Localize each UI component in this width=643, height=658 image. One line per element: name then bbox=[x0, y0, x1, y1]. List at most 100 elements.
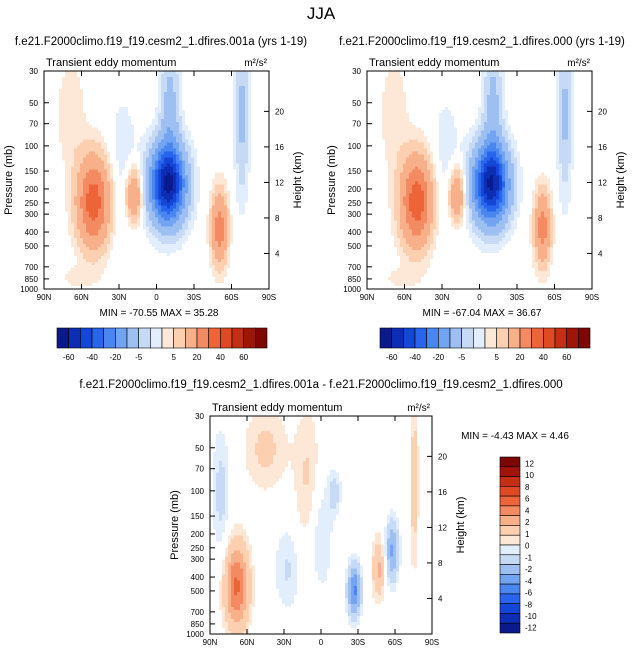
contour-cell bbox=[236, 181, 239, 184]
contour-cell bbox=[53, 113, 56, 116]
contour-cell bbox=[98, 187, 101, 190]
contour-cell bbox=[224, 122, 227, 125]
contour-cell bbox=[146, 268, 149, 271]
contour-cell bbox=[59, 256, 62, 259]
contour-cell bbox=[167, 89, 170, 92]
contour-cell bbox=[170, 253, 173, 256]
contour-cell bbox=[137, 211, 140, 214]
contour-cell bbox=[173, 265, 176, 268]
contour-cell bbox=[161, 280, 164, 283]
contour-cell bbox=[110, 232, 113, 235]
contour-cell bbox=[161, 167, 164, 170]
contour-cell bbox=[77, 199, 80, 202]
contour-cell bbox=[245, 217, 248, 220]
contour-cell bbox=[62, 122, 65, 125]
contour-cell bbox=[170, 274, 173, 277]
contour-cell bbox=[143, 256, 146, 259]
contour-cell bbox=[74, 196, 77, 199]
contour-cell bbox=[125, 77, 128, 80]
contour-cell bbox=[68, 229, 71, 232]
contour-cell bbox=[200, 77, 203, 80]
contour-cell bbox=[131, 92, 134, 95]
contour-cell bbox=[143, 187, 146, 190]
contour-cell bbox=[107, 205, 110, 208]
contour-cell bbox=[242, 89, 245, 92]
contour-cell bbox=[161, 89, 164, 92]
contour-cell bbox=[215, 214, 218, 217]
contour-cell bbox=[146, 274, 149, 277]
contour-cell bbox=[128, 107, 131, 110]
contour-cell bbox=[104, 244, 107, 247]
contour-cell bbox=[170, 199, 173, 202]
contour-cell bbox=[155, 256, 158, 259]
contour-cell bbox=[131, 71, 134, 74]
contour-cell bbox=[170, 86, 173, 89]
contour-cell bbox=[188, 229, 191, 232]
contour-cell bbox=[140, 259, 143, 262]
contour-cell bbox=[98, 196, 101, 199]
contour-cell bbox=[53, 181, 56, 184]
contour-cell bbox=[116, 277, 119, 280]
contour-cell bbox=[137, 89, 140, 92]
contour-cell bbox=[128, 259, 131, 262]
contour-cell bbox=[89, 238, 92, 241]
contour-cell bbox=[83, 74, 86, 77]
contour-cell bbox=[197, 116, 200, 119]
contour-cell bbox=[116, 116, 119, 119]
contour-cell bbox=[233, 277, 236, 280]
contour-cell bbox=[200, 208, 203, 211]
contour-cell bbox=[143, 214, 146, 217]
contour-cell bbox=[107, 119, 110, 122]
contour-cell bbox=[149, 110, 152, 113]
contour-cell bbox=[92, 259, 95, 262]
contour-cell bbox=[248, 95, 251, 98]
contour-cell bbox=[50, 161, 53, 164]
contour-cell bbox=[119, 92, 122, 95]
contour-cell bbox=[218, 92, 221, 95]
contour-cell bbox=[173, 235, 176, 238]
contour-cell bbox=[197, 80, 200, 83]
contour-cell bbox=[179, 202, 182, 205]
contour-cell bbox=[143, 196, 146, 199]
contour-cell bbox=[158, 77, 161, 80]
contour-cell bbox=[104, 268, 107, 271]
contour-cell bbox=[74, 226, 77, 229]
contour-cell bbox=[224, 86, 227, 89]
contour-cell bbox=[113, 202, 116, 205]
contour-cell bbox=[107, 268, 110, 271]
contour-cell bbox=[68, 214, 71, 217]
contour-cell bbox=[239, 176, 242, 179]
contour-cell bbox=[179, 134, 182, 137]
contour-cell bbox=[62, 250, 65, 253]
contour-cell bbox=[104, 89, 107, 92]
contour-cell bbox=[203, 244, 206, 247]
contour-cell bbox=[167, 176, 170, 179]
contour-cell bbox=[239, 119, 242, 122]
contour-cell bbox=[68, 223, 71, 226]
contour-cell bbox=[170, 232, 173, 235]
contour-cell bbox=[83, 80, 86, 83]
contour-cell bbox=[203, 277, 206, 280]
contour-cell bbox=[158, 244, 161, 247]
contour-cell bbox=[89, 95, 92, 98]
contour-cell bbox=[128, 158, 131, 161]
contour-cell bbox=[71, 158, 74, 161]
contour-cell bbox=[230, 152, 233, 155]
contour-cell bbox=[74, 98, 77, 101]
contour-cell bbox=[101, 229, 104, 232]
contour-cell bbox=[182, 220, 185, 223]
contour-cell bbox=[65, 241, 68, 244]
contour-cell bbox=[77, 250, 80, 253]
contour-cell bbox=[122, 262, 125, 265]
contour-cell bbox=[95, 235, 98, 238]
contour-cell bbox=[83, 101, 86, 104]
contour-cell bbox=[95, 274, 98, 277]
contour-cell bbox=[236, 179, 239, 182]
contour-cell bbox=[188, 280, 191, 283]
contour-cell bbox=[221, 125, 224, 128]
contour-cell bbox=[224, 179, 227, 182]
contour-cell bbox=[161, 190, 164, 193]
contour-cell bbox=[158, 146, 161, 149]
contour-cell bbox=[113, 77, 116, 80]
contour-cell bbox=[155, 238, 158, 241]
